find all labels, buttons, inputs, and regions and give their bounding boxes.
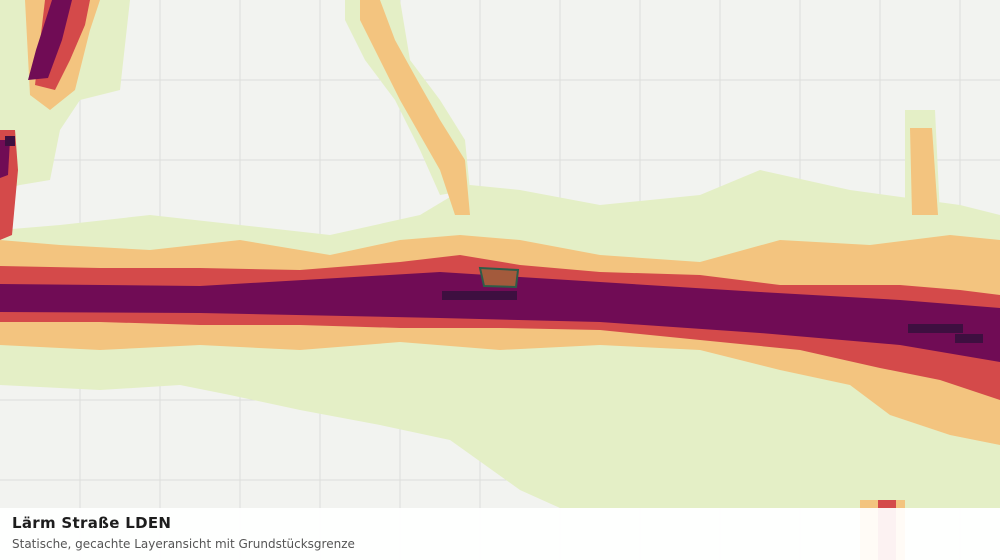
- noise-level-4: [0, 0, 1000, 362]
- map-subtitle: Statische, gecachte Layeransicht mit Gru…: [12, 537, 355, 551]
- parcel-boundary: [478, 266, 520, 289]
- noise-level-5: [5, 136, 983, 343]
- caption: Lärm Straße LDEN Statische, gecachte Lay…: [0, 508, 1000, 560]
- map-title: Lärm Straße LDEN: [12, 514, 172, 532]
